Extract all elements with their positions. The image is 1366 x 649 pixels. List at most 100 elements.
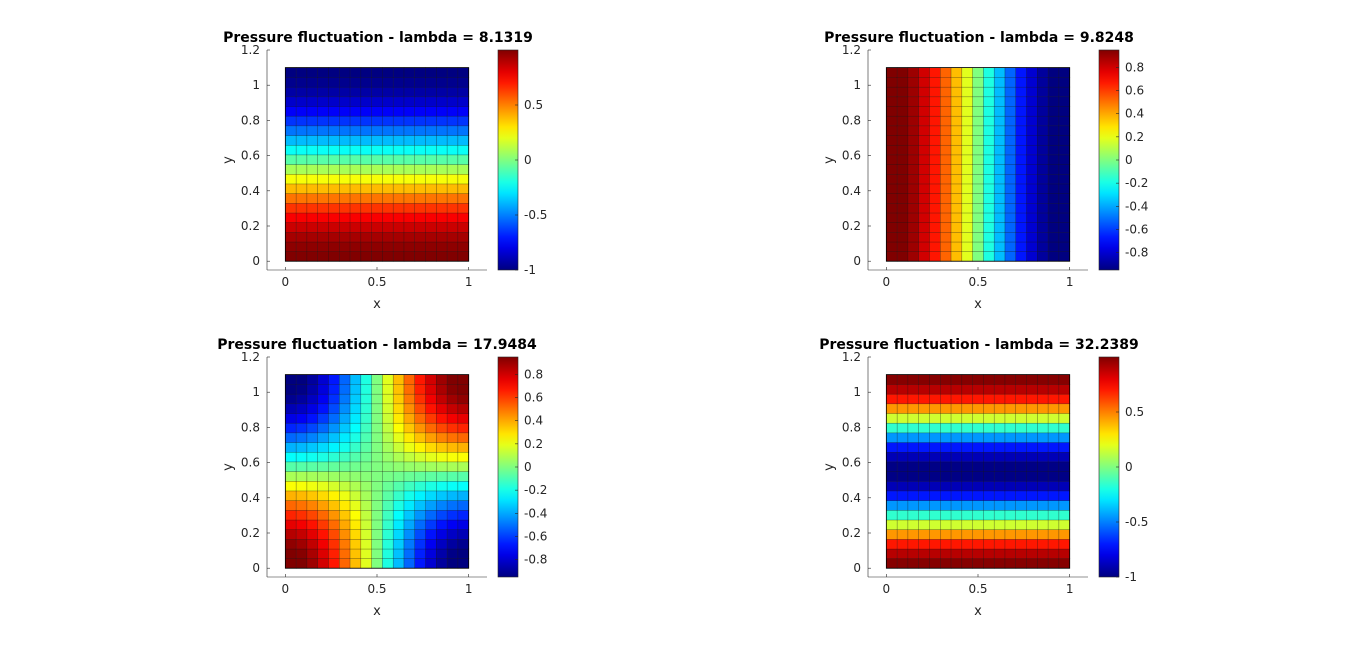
field-cell [382, 509, 394, 521]
subplot-1: 0 0.5 1 0 0.2 0.4 0.6 0.8 1 1.2 x y Pressure fluctua… [221, 30, 547, 312]
field-cell [328, 509, 340, 521]
field-cell [425, 125, 437, 136]
x-tick-label: 1 [1066, 275, 1074, 289]
field-cell [295, 538, 308, 550]
field-cell [929, 471, 941, 482]
field-cell [907, 558, 920, 569]
field-cell [886, 144, 898, 156]
field-cell [295, 442, 308, 453]
field-cell [940, 413, 952, 424]
field-cell [1026, 231, 1038, 243]
field-cell [1004, 374, 1017, 385]
field-cell [1037, 77, 1049, 88]
field-cell [1037, 519, 1049, 530]
field-cell [1058, 193, 1071, 204]
field-cell [317, 212, 329, 223]
field-cell [414, 374, 426, 385]
field-cell [1047, 490, 1060, 501]
field-cell [1047, 461, 1060, 472]
field-cell [1026, 144, 1038, 156]
field-cell [349, 509, 362, 521]
field-cell [403, 193, 416, 204]
field-cell [1004, 490, 1017, 501]
field-cell [918, 538, 930, 550]
field-cell [1004, 241, 1017, 252]
field-cell [328, 125, 340, 136]
field-cell [929, 96, 941, 107]
field-cell [1058, 125, 1071, 136]
field-cell [1037, 86, 1049, 98]
field-cell [1047, 67, 1060, 78]
field-cell [457, 144, 470, 156]
field-cell [436, 212, 448, 223]
x-tick-label: 0.5 [968, 275, 987, 289]
field-cell [360, 500, 373, 511]
field-cell [907, 144, 920, 156]
field-cell [457, 115, 470, 127]
field-cell [360, 548, 373, 559]
field-cell [918, 529, 930, 540]
field-cell [1058, 67, 1071, 78]
field-cell [392, 558, 405, 569]
y-tick-label: 1.2 [842, 350, 861, 364]
y-tick-label: 0 [853, 254, 861, 268]
field-cell [929, 241, 941, 252]
field-cell [1047, 471, 1060, 482]
field-cell [414, 135, 426, 146]
field-cell [972, 77, 984, 88]
field-cell [436, 222, 448, 233]
field-cell [983, 432, 995, 443]
field-cell [317, 432, 329, 443]
field-cell [940, 461, 952, 472]
field-cell [360, 384, 373, 395]
field-cell [961, 251, 974, 262]
field-cell [929, 519, 941, 530]
field-cell [972, 144, 984, 156]
field-cell [446, 154, 459, 165]
field-cell [950, 374, 963, 385]
field-cell [1004, 193, 1017, 204]
field-cell [929, 393, 941, 405]
field-cell [446, 183, 459, 194]
field-cell [392, 231, 405, 243]
field-cell [436, 96, 448, 107]
field-cell [1015, 558, 1027, 569]
colorbar-tick-label: -0.8 [1125, 246, 1148, 260]
field-cell [907, 432, 920, 443]
field-cell [1015, 432, 1027, 443]
field-cell [414, 471, 426, 482]
field-cell [306, 115, 319, 127]
field-cell [940, 393, 952, 405]
field-cell [983, 86, 995, 98]
field-cell [349, 106, 362, 117]
field-cell [918, 471, 930, 482]
field-cell [950, 251, 963, 262]
field-cell [446, 500, 459, 511]
field-cell [993, 202, 1006, 214]
field-cell [306, 500, 319, 511]
field-cell [414, 548, 426, 559]
field-cell [403, 538, 416, 550]
field-cell [382, 193, 394, 204]
field-cell [1058, 384, 1071, 395]
field-cell [993, 222, 1006, 233]
field-cell [349, 77, 362, 88]
field-cell [929, 451, 941, 463]
field-cell [983, 548, 995, 559]
field-cell [360, 490, 373, 501]
field-cell [436, 461, 448, 472]
y-tick-label: 0.8 [241, 420, 260, 434]
field-cell [436, 480, 448, 492]
field-cell [457, 374, 470, 385]
field-cell [918, 451, 930, 463]
field-cell [285, 183, 297, 194]
field-cell [1058, 432, 1071, 443]
field-cell [425, 77, 437, 88]
field-cell [349, 471, 362, 482]
field-cell [285, 135, 297, 146]
field-cell [317, 461, 329, 472]
field-cell [993, 251, 1006, 262]
field-cell [940, 115, 952, 127]
field-cell [1058, 490, 1071, 501]
field-cell [371, 403, 383, 414]
